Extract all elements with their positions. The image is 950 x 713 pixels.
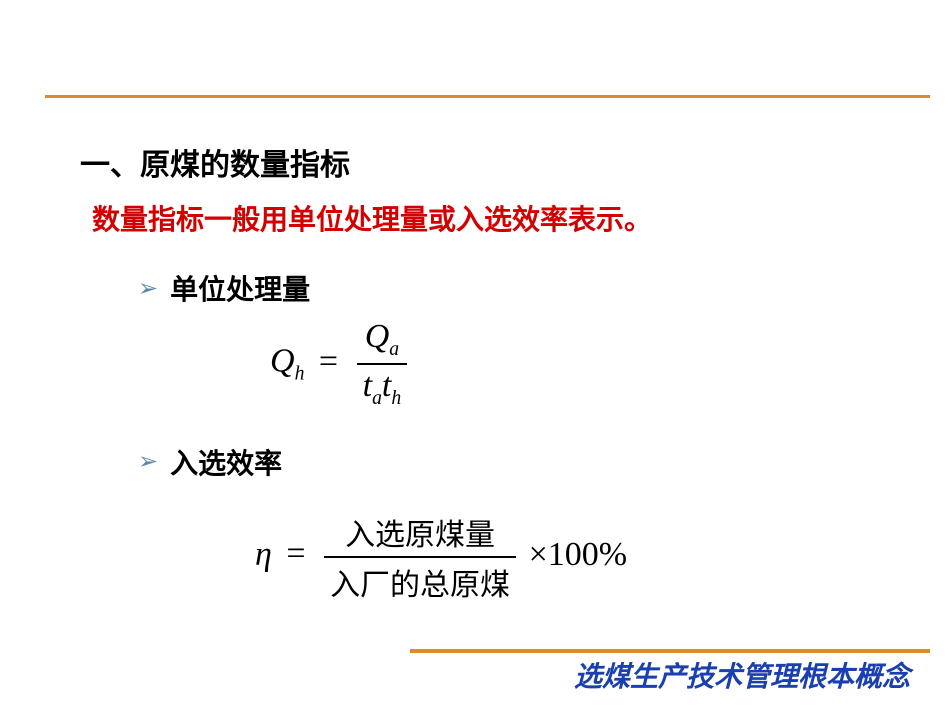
var-eta: η xyxy=(255,535,272,572)
times-100-percent: ×100% xyxy=(529,535,628,572)
footer-title: 选煤生产技术管理根本概念 xyxy=(574,655,910,695)
numerator-text: 入选原煤量 xyxy=(324,510,516,558)
footer-divider xyxy=(410,649,930,653)
fraction: 入选原煤量 入厂的总原煤 xyxy=(324,510,516,604)
bullet-item: ➢ 单位处理量 xyxy=(138,268,890,308)
var-t: t xyxy=(382,367,391,404)
var-t: t xyxy=(363,367,372,404)
bullet-label: 入选效率 xyxy=(170,442,282,482)
section-subheading: 数量指标一般用单位处理量或入选效率表示。 xyxy=(92,198,890,238)
var-Q: Q xyxy=(365,318,390,355)
sub-a: a xyxy=(372,387,382,409)
equals-sign: = xyxy=(280,535,311,572)
fraction: Qa tath xyxy=(357,318,408,410)
slide-content: 一、原煤的数量指标 数量指标一般用单位处理量或入选效率表示。 ➢ 单位处理量 Q… xyxy=(80,140,890,622)
denominator: tath xyxy=(357,365,408,410)
bullet-label: 单位处理量 xyxy=(170,268,310,308)
formula-selection-efficiency: η = 入选原煤量 入厂的总原煤 ×100% xyxy=(255,510,890,604)
bullet-arrow-icon: ➢ xyxy=(138,274,158,303)
sub-h: h xyxy=(295,362,305,384)
bullet-arrow-icon: ➢ xyxy=(138,447,158,476)
sub-h: h xyxy=(391,387,401,409)
bullet-item: ➢ 入选效率 xyxy=(138,442,890,482)
formula-unit-throughput: Qh = Qa tath xyxy=(270,318,890,410)
section-heading: 一、原煤的数量指标 xyxy=(80,140,890,184)
equals-sign: = xyxy=(313,343,344,380)
denominator-text: 入厂的总原煤 xyxy=(324,558,516,604)
numerator: Qa xyxy=(357,318,408,365)
top-divider xyxy=(45,95,930,98)
var-Q: Q xyxy=(270,343,295,380)
sub-a: a xyxy=(389,338,399,360)
